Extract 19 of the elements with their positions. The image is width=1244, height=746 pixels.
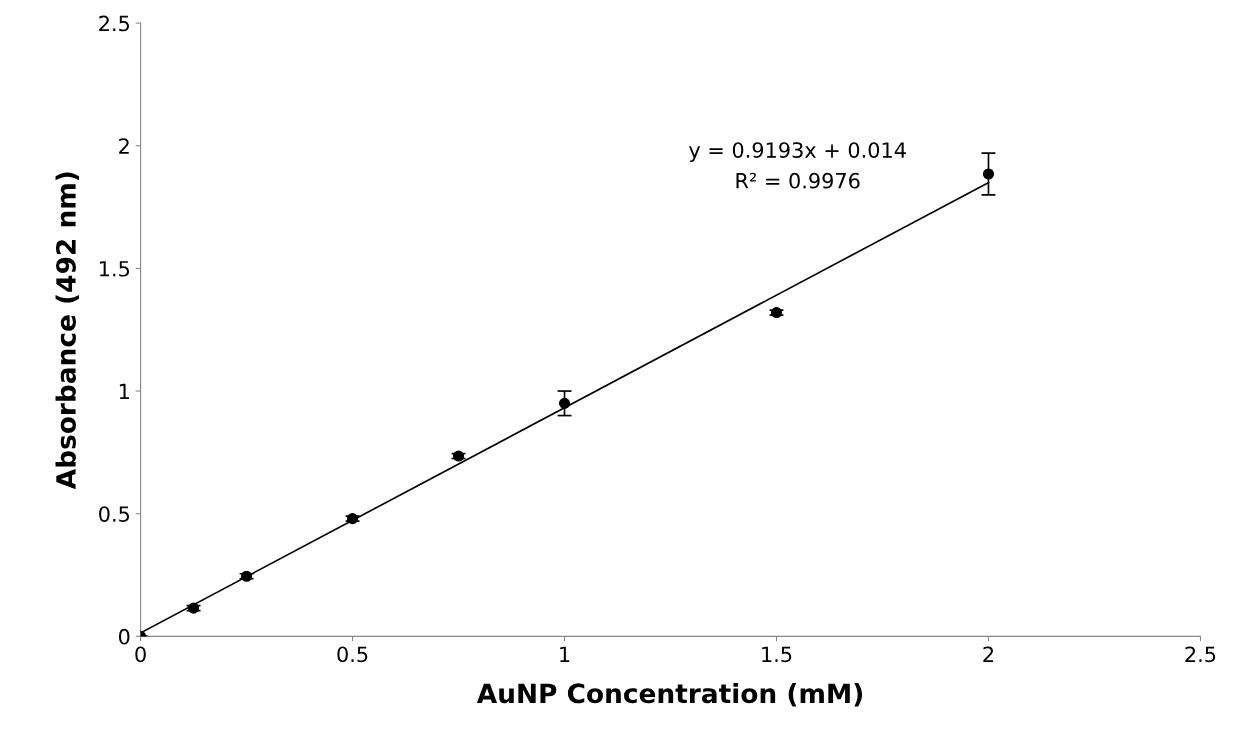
point: [346, 513, 359, 525]
y-tick-label: 0: [118, 628, 130, 645]
y-tick-label: 1: [119, 383, 129, 399]
annotation: y = 0.9193x + 0.014: [689, 142, 906, 162]
x-tick-label: 0: [135, 646, 146, 663]
annotation: R² = 0.9976: [736, 172, 860, 189]
x-tick-label: 0.5: [337, 646, 368, 663]
y-tick-label: 2.5: [99, 15, 130, 32]
x-tick-label: 2: [983, 646, 994, 662]
x-axis-title: AuNP Concentration (mM): [476, 682, 862, 707]
x-tick-label: 2.5: [1185, 646, 1216, 663]
x-tick-label: 1.5: [762, 646, 792, 663]
y-axis-title: Absorbance (492 nm): [55, 172, 80, 490]
y-tick-label: 1.5: [100, 261, 130, 277]
y-tick-label: 0.5: [99, 506, 130, 522]
x-tick-label: 1: [560, 646, 570, 662]
y-tick-label: 2: [119, 138, 129, 154]
point: [558, 397, 571, 409]
point: [982, 168, 995, 180]
